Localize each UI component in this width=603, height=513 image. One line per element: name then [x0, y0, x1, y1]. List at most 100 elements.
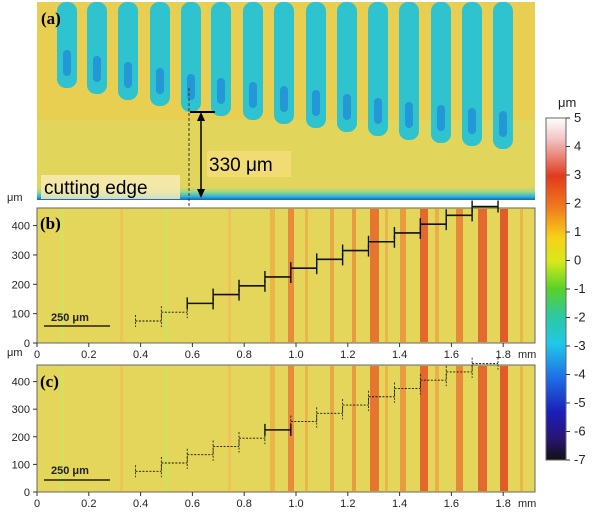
y-tick-label: 400: [12, 221, 30, 233]
x-tick-label: 1.8: [496, 498, 511, 510]
x-tick-label: 0.8: [237, 349, 252, 361]
groove-finger: [118, 2, 138, 100]
panel-b-scale-bar-label: 250 μm: [51, 312, 89, 324]
surface-stripe: [456, 366, 463, 491]
panel-c: μm (c) 400 300 200 100 0 0 0.2 0.4 0.6 0.8 1.0 1.2…: [7, 347, 536, 510]
x-tick-label: 1.6: [444, 498, 459, 510]
groove-finger-core: [187, 74, 195, 100]
colorbar-gradient: [545, 117, 567, 461]
y-tick-label: 0: [24, 338, 30, 350]
surface-stripe: [228, 209, 231, 342]
groove-finger: [274, 2, 294, 124]
y-tick-label: 100: [12, 459, 30, 471]
colorbar-unit: μm: [558, 95, 576, 110]
groove-finger-core: [312, 90, 320, 116]
x-tick-label: 0.6: [185, 349, 200, 361]
dimension-label: 330 μm: [209, 155, 273, 176]
groove-finger: [462, 2, 482, 146]
y-tick-label: 200: [12, 279, 30, 291]
panel-c-y-axis: 400 300 200 100 0: [12, 377, 37, 499]
x-unit-label: mm: [518, 498, 536, 510]
colorbar-tick-label: 5: [574, 110, 581, 125]
surface-stripe: [270, 366, 275, 491]
groove-fingers: [57, 2, 513, 149]
x-unit-label: mm: [518, 349, 536, 361]
x-tick-label: 0.2: [81, 349, 96, 361]
groove-finger: [306, 2, 326, 128]
groove-finger: [150, 2, 170, 106]
surface-stripe: [60, 209, 64, 342]
colorbar: μm 5 4 3 2 1 0 -1 -2 -3 -4 -5 -6 -7: [545, 95, 586, 467]
x-tick-label: 0.6: [185, 498, 200, 510]
colorbar-ticks: 5 4 3 2 1 0 -1 -2 -3 -4 -5 -6 -7: [566, 110, 586, 467]
x-tick-label: 1.8: [496, 349, 511, 361]
panel-b-x-axis: 0 0.2 0.4 0.6 0.8 1.0 1.2 1.4 1.6 1.8 mm: [34, 343, 536, 361]
groove-finger: [337, 2, 357, 132]
surface-stripe: [330, 366, 334, 491]
surface-stripe: [456, 209, 463, 342]
y-tick-label: 100: [12, 309, 30, 321]
surface-stripe: [478, 209, 487, 342]
surface-stripe: [352, 366, 356, 491]
x-tick-label: 0: [34, 349, 40, 361]
y-tick-label: 0: [24, 487, 30, 499]
colorbar-tick-label: -3: [574, 338, 586, 353]
surface-stripe: [165, 366, 168, 491]
surface-stripe: [370, 209, 379, 342]
x-tick-label: 1.0: [288, 498, 303, 510]
groove-finger-core: [374, 98, 382, 124]
surface-stripe: [520, 209, 523, 342]
panel-c-staircase: [135, 357, 499, 478]
surface-stripe: [400, 209, 406, 342]
panel-c-frame: [36, 364, 536, 493]
colorbar-tick-label: 0: [574, 253, 581, 268]
y-tick-label: 200: [12, 432, 30, 444]
panel-b-label: (b): [40, 214, 61, 233]
panel-c-x-axis: 0 0.2 0.4 0.6 0.8 1.0 1.2 1.4 1.6 1.8 mm: [34, 492, 536, 510]
groove-finger: [87, 2, 107, 94]
groove-finger: [243, 2, 263, 120]
x-tick-label: 0: [34, 498, 40, 510]
panel-c-label: (c): [40, 372, 59, 391]
groove-finger: [431, 2, 451, 143]
panel-c-scale-bar-label: 250 μm: [51, 465, 89, 477]
groove-finger-core: [343, 94, 351, 120]
panel-a: (a) 330 μm cutting edge: [37, 2, 535, 200]
groove-finger: [399, 2, 419, 140]
surface-stripe: [478, 366, 487, 491]
groove-finger: [181, 2, 201, 112]
surface-stripe: [270, 209, 275, 342]
x-tick-label: 0.4: [133, 349, 148, 361]
groove-finger: [57, 2, 77, 88]
x-tick-label: 1.2: [340, 349, 355, 361]
groove-finger-core: [156, 68, 164, 94]
surface-stripe: [305, 209, 308, 342]
colorbar-tick-label: -1: [574, 281, 586, 296]
x-tick-label: 1.0: [288, 349, 303, 361]
colorbar-tick-label: -7: [574, 452, 586, 467]
surface-stripe: [420, 366, 428, 491]
colorbar-tick-label: 4: [574, 139, 581, 154]
x-tick-label: 1.6: [444, 349, 459, 361]
surface-stripe: [228, 366, 231, 491]
arrow-up-icon: [197, 112, 205, 121]
x-tick-label: 1.4: [392, 498, 407, 510]
surface-stripe: [385, 366, 388, 491]
groove-finger: [368, 2, 388, 136]
y-tick-label: 300: [12, 404, 30, 416]
surface-stripe: [370, 366, 379, 491]
panel-b-staircase: [135, 200, 499, 327]
groove-finger: [493, 2, 513, 149]
panel-c-stripes: [60, 366, 523, 491]
groove-finger-core: [249, 82, 257, 108]
panel-a-label: (a): [41, 9, 61, 28]
groove-finger-core: [280, 86, 288, 112]
surface-stripe: [520, 366, 523, 491]
groove-finger-core: [93, 56, 101, 82]
cutting-edge-label: cutting edge: [44, 178, 148, 199]
surface-stripe: [500, 366, 508, 491]
groove-finger-core: [499, 111, 507, 137]
surface-stripe: [400, 366, 406, 491]
panel-b-frame: [36, 207, 536, 344]
